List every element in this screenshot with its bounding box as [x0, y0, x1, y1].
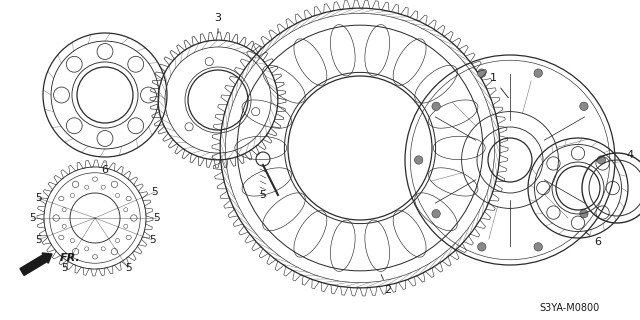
Text: 5: 5 [29, 213, 35, 223]
Circle shape [477, 69, 486, 77]
Circle shape [415, 156, 423, 164]
Text: 5: 5 [152, 187, 158, 197]
FancyArrow shape [20, 253, 52, 276]
Circle shape [477, 243, 486, 251]
Text: 5: 5 [35, 193, 42, 203]
Circle shape [597, 156, 605, 164]
Text: 5: 5 [125, 263, 131, 273]
Text: 2: 2 [381, 275, 392, 295]
Text: FR.: FR. [60, 253, 81, 263]
Circle shape [534, 243, 543, 251]
Text: 4: 4 [623, 150, 634, 166]
Text: 3: 3 [214, 13, 221, 33]
Text: 5: 5 [61, 263, 67, 273]
Circle shape [580, 210, 588, 218]
Text: 5: 5 [153, 213, 159, 223]
Text: 6: 6 [585, 232, 602, 247]
Text: 5: 5 [148, 235, 156, 245]
Text: 6: 6 [102, 162, 109, 175]
Circle shape [580, 102, 588, 110]
Circle shape [432, 102, 440, 110]
Text: 5: 5 [260, 190, 266, 200]
Text: S3YA-M0800: S3YA-M0800 [540, 303, 600, 313]
Circle shape [534, 69, 543, 77]
Text: 1: 1 [490, 73, 508, 98]
Text: 5: 5 [35, 235, 42, 245]
Circle shape [432, 210, 440, 218]
